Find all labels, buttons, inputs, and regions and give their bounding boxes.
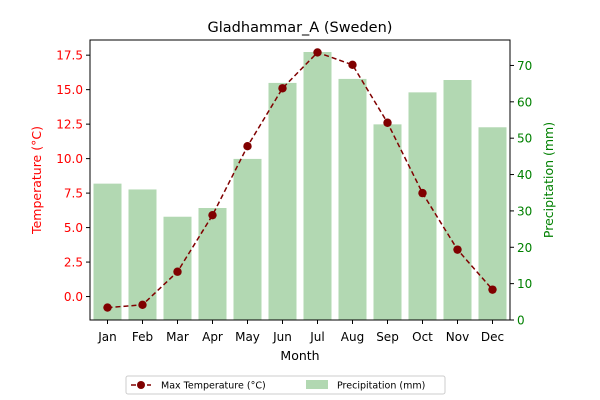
temperature-line (107, 51, 494, 309)
x-tick-label: Mar (166, 330, 189, 344)
x-axis-label: Month (280, 348, 319, 363)
left-tick-label: 12.5 (56, 118, 83, 132)
x-axis: Jan Feb Mar Apr May Jun Jul Aug Sep Oct Nov Dec (97, 320, 504, 344)
temperature-point-aug (348, 60, 357, 70)
precip-bar-may (233, 158, 262, 320)
precip-bar-jan (93, 183, 122, 320)
temperature-point-feb (138, 300, 147, 310)
x-tick-label: Oct (412, 330, 433, 344)
x-tick-label: Jun (272, 330, 292, 344)
temperature-point-jun (278, 84, 287, 93)
temperature-point-may (243, 142, 252, 151)
precip-bar-jul (303, 52, 332, 320)
precip-bar-oct (408, 92, 437, 320)
right-y-axis: 0 10 20 30 40 50 60 70 (510, 59, 532, 328)
left-y-axis: 0.0 2.5 5.0 7.5 10.0 12.5 15.0 17.5 (56, 49, 90, 304)
precip-bar-apr (198, 208, 227, 320)
precip-bar-jun (268, 82, 297, 320)
right-tick-label: 50 (517, 132, 532, 146)
temperature-point-jul (313, 48, 322, 57)
x-tick-label: May (235, 330, 260, 344)
left-axis-label: Temperature (°C) (29, 126, 44, 235)
right-tick-label: 70 (517, 59, 532, 73)
left-tick-label: 7.5 (64, 187, 83, 201)
precip-bar-aug (338, 78, 367, 320)
line-layer (103, 48, 497, 312)
x-tick-label: Feb (132, 330, 153, 344)
left-tick-label: 2.5 (64, 256, 83, 270)
left-tick-label: 15.0 (56, 83, 83, 97)
x-tick-label: Nov (446, 330, 469, 344)
right-axis-label: Precipitation (mm) (541, 122, 556, 238)
x-tick-label: Dec (481, 330, 504, 344)
plot-frame (89, 39, 511, 321)
temperature-point-mar (173, 267, 182, 276)
temperature-point-sep (383, 118, 392, 127)
legend-bar-swatch (306, 380, 328, 389)
temperature-point-dec (488, 285, 497, 294)
right-tick-label: 40 (517, 168, 532, 182)
bars-layer (93, 52, 507, 320)
precip-bar-sep (373, 124, 402, 320)
right-tick-label: 10 (517, 277, 532, 291)
right-tick-label: 20 (517, 241, 532, 255)
legend-entry-precipitation: Precipitation (mm) (337, 381, 425, 392)
legend-box (125, 375, 446, 395)
left-tick-label: 10.0 (56, 152, 83, 166)
precip-bar-feb (128, 189, 157, 320)
left-tick-label: 17.5 (56, 49, 83, 63)
legend: Max Temperature (°C) Precipitation (mm) (125, 375, 446, 395)
x-tick-label: Jan (97, 330, 117, 344)
x-tick-label: Sep (376, 330, 399, 344)
left-tick-label: 5.0 (64, 221, 83, 235)
legend-entry-temperature: Max Temperature (°C) (161, 381, 266, 392)
x-tick-label: Aug (341, 330, 364, 344)
legend-line-marker (137, 381, 145, 389)
temperature-point-oct (418, 188, 427, 198)
right-tick-label: 0 (517, 314, 525, 328)
left-tick-label: 0.0 (64, 290, 83, 304)
temperature-point-jan (103, 303, 112, 312)
temperature-point-nov (453, 245, 462, 254)
right-tick-label: 60 (517, 95, 532, 109)
x-tick-label: Jul (309, 330, 324, 344)
precip-bar-nov (443, 80, 472, 320)
temperature-point-apr (208, 210, 217, 220)
right-tick-label: 30 (517, 204, 532, 218)
x-tick-label: Apr (202, 330, 223, 344)
chart-title: Gladhammar_A (Sweden) (208, 20, 393, 36)
